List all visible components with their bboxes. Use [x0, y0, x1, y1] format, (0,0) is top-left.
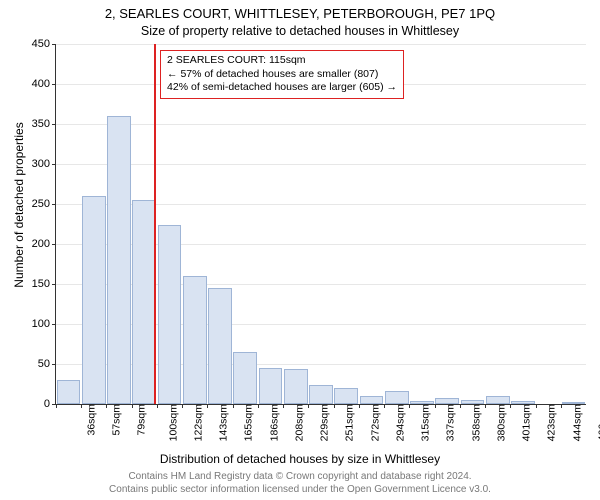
x-tick-mark: [182, 404, 183, 408]
y-tick-mark: [52, 364, 56, 365]
y-tick-label: 50: [38, 358, 50, 370]
grid-line: [56, 124, 586, 125]
y-tick-mark: [52, 164, 56, 165]
y-tick-mark: [52, 284, 56, 285]
annotation-line3: 42% of semi-detached houses are larger (…: [167, 81, 397, 95]
x-tick-mark: [233, 404, 234, 408]
y-tick-label: 100: [32, 318, 50, 330]
x-tick-label: 57sqm: [111, 404, 123, 436]
y-tick-mark: [52, 124, 56, 125]
histogram-bar: [158, 225, 182, 404]
x-tick-label: 208sqm: [293, 404, 305, 441]
x-tick-mark: [510, 404, 511, 408]
y-axis-label: Number of detached properties: [12, 80, 26, 330]
x-tick-label: 36sqm: [86, 404, 98, 436]
reference-line: [154, 44, 156, 404]
y-tick-label: 200: [32, 238, 50, 250]
x-tick-mark: [81, 404, 82, 408]
y-tick-mark: [52, 44, 56, 45]
chart-container: 2, SEARLES COURT, WHITTLESEY, PETERBOROU…: [0, 0, 600, 500]
chart-footer: Contains HM Land Registry data © Crown c…: [0, 471, 600, 496]
grid-line: [56, 164, 586, 165]
x-tick-mark: [334, 404, 335, 408]
histogram-bar: [385, 391, 409, 404]
chart-title-line2: Size of property relative to detached ho…: [0, 24, 600, 38]
x-tick-label: 315sqm: [419, 404, 431, 441]
y-tick-label: 450: [32, 38, 50, 50]
annotation-line2: ← 57% of detached houses are smaller (80…: [167, 68, 397, 82]
histogram-bar: [309, 385, 333, 404]
x-tick-label: 229sqm: [319, 404, 331, 441]
annotation-line1: 2 SEARLES COURT: 115sqm: [167, 54, 397, 68]
x-tick-label: 466sqm: [596, 404, 600, 441]
histogram-bar: [183, 276, 207, 404]
x-tick-mark: [283, 404, 284, 408]
x-tick-label: 444sqm: [571, 404, 583, 441]
histogram-bar: [132, 200, 156, 404]
y-tick-mark: [52, 84, 56, 85]
x-tick-label: 337sqm: [445, 404, 457, 441]
y-tick-label: 0: [44, 398, 50, 410]
grid-line: [56, 44, 586, 45]
histogram-bar: [82, 196, 106, 404]
x-tick-label: 186sqm: [268, 404, 280, 441]
chart-title-line1: 2, SEARLES COURT, WHITTLESEY, PETERBOROU…: [0, 6, 600, 21]
x-tick-mark: [157, 404, 158, 408]
histogram-bar: [233, 352, 257, 404]
x-tick-label: 380sqm: [495, 404, 507, 441]
x-tick-label: 294sqm: [394, 404, 406, 441]
x-tick-label: 165sqm: [243, 404, 255, 441]
histogram-bar: [461, 400, 485, 404]
x-tick-mark: [384, 404, 385, 408]
x-tick-mark: [359, 404, 360, 408]
x-tick-label: 272sqm: [369, 404, 381, 441]
x-tick-label: 401sqm: [520, 404, 532, 441]
x-tick-mark: [207, 404, 208, 408]
x-tick-mark: [106, 404, 107, 408]
histogram-bar: [107, 116, 131, 404]
histogram-bar: [360, 396, 384, 404]
histogram-bar: [284, 369, 308, 404]
histogram-bar: [208, 288, 232, 404]
x-axis-label: Distribution of detached houses by size …: [0, 452, 600, 466]
histogram-bar: [486, 396, 510, 404]
histogram-bar: [334, 388, 358, 404]
y-tick-mark: [52, 324, 56, 325]
x-tick-label: 358sqm: [470, 404, 482, 441]
x-tick-label: 100sqm: [167, 404, 179, 441]
y-tick-mark: [52, 204, 56, 205]
x-tick-mark: [485, 404, 486, 408]
y-tick-label: 400: [32, 78, 50, 90]
histogram-bar: [435, 398, 459, 404]
x-tick-mark: [435, 404, 436, 408]
x-tick-mark: [258, 404, 259, 408]
footer-line1: Contains HM Land Registry data © Crown c…: [128, 471, 471, 482]
histogram-bar: [259, 368, 283, 404]
x-tick-mark: [132, 404, 133, 408]
footer-line2: Contains public sector information licen…: [109, 484, 491, 495]
histogram-bar: [511, 401, 535, 404]
histogram-bar: [410, 401, 434, 404]
x-tick-mark: [409, 404, 410, 408]
x-tick-label: 423sqm: [546, 404, 558, 441]
x-tick-mark: [536, 404, 537, 408]
histogram-bar: [562, 402, 586, 404]
histogram-bar: [57, 380, 81, 404]
y-tick-mark: [52, 244, 56, 245]
x-tick-label: 251sqm: [344, 404, 356, 441]
y-tick-label: 150: [32, 278, 50, 290]
x-tick-mark: [561, 404, 562, 408]
x-tick-mark: [460, 404, 461, 408]
x-tick-mark: [308, 404, 309, 408]
y-tick-label: 300: [32, 158, 50, 170]
x-tick-mark: [56, 404, 57, 408]
y-tick-label: 350: [32, 118, 50, 130]
x-tick-label: 143sqm: [218, 404, 230, 441]
x-tick-label: 79sqm: [136, 404, 148, 436]
y-tick-label: 250: [32, 198, 50, 210]
annotation-box: 2 SEARLES COURT: 115sqm← 57% of detached…: [160, 50, 404, 99]
x-tick-label: 122sqm: [192, 404, 204, 441]
chart-area: 05010015020025030035040045036sqm57sqm79s…: [55, 44, 586, 405]
